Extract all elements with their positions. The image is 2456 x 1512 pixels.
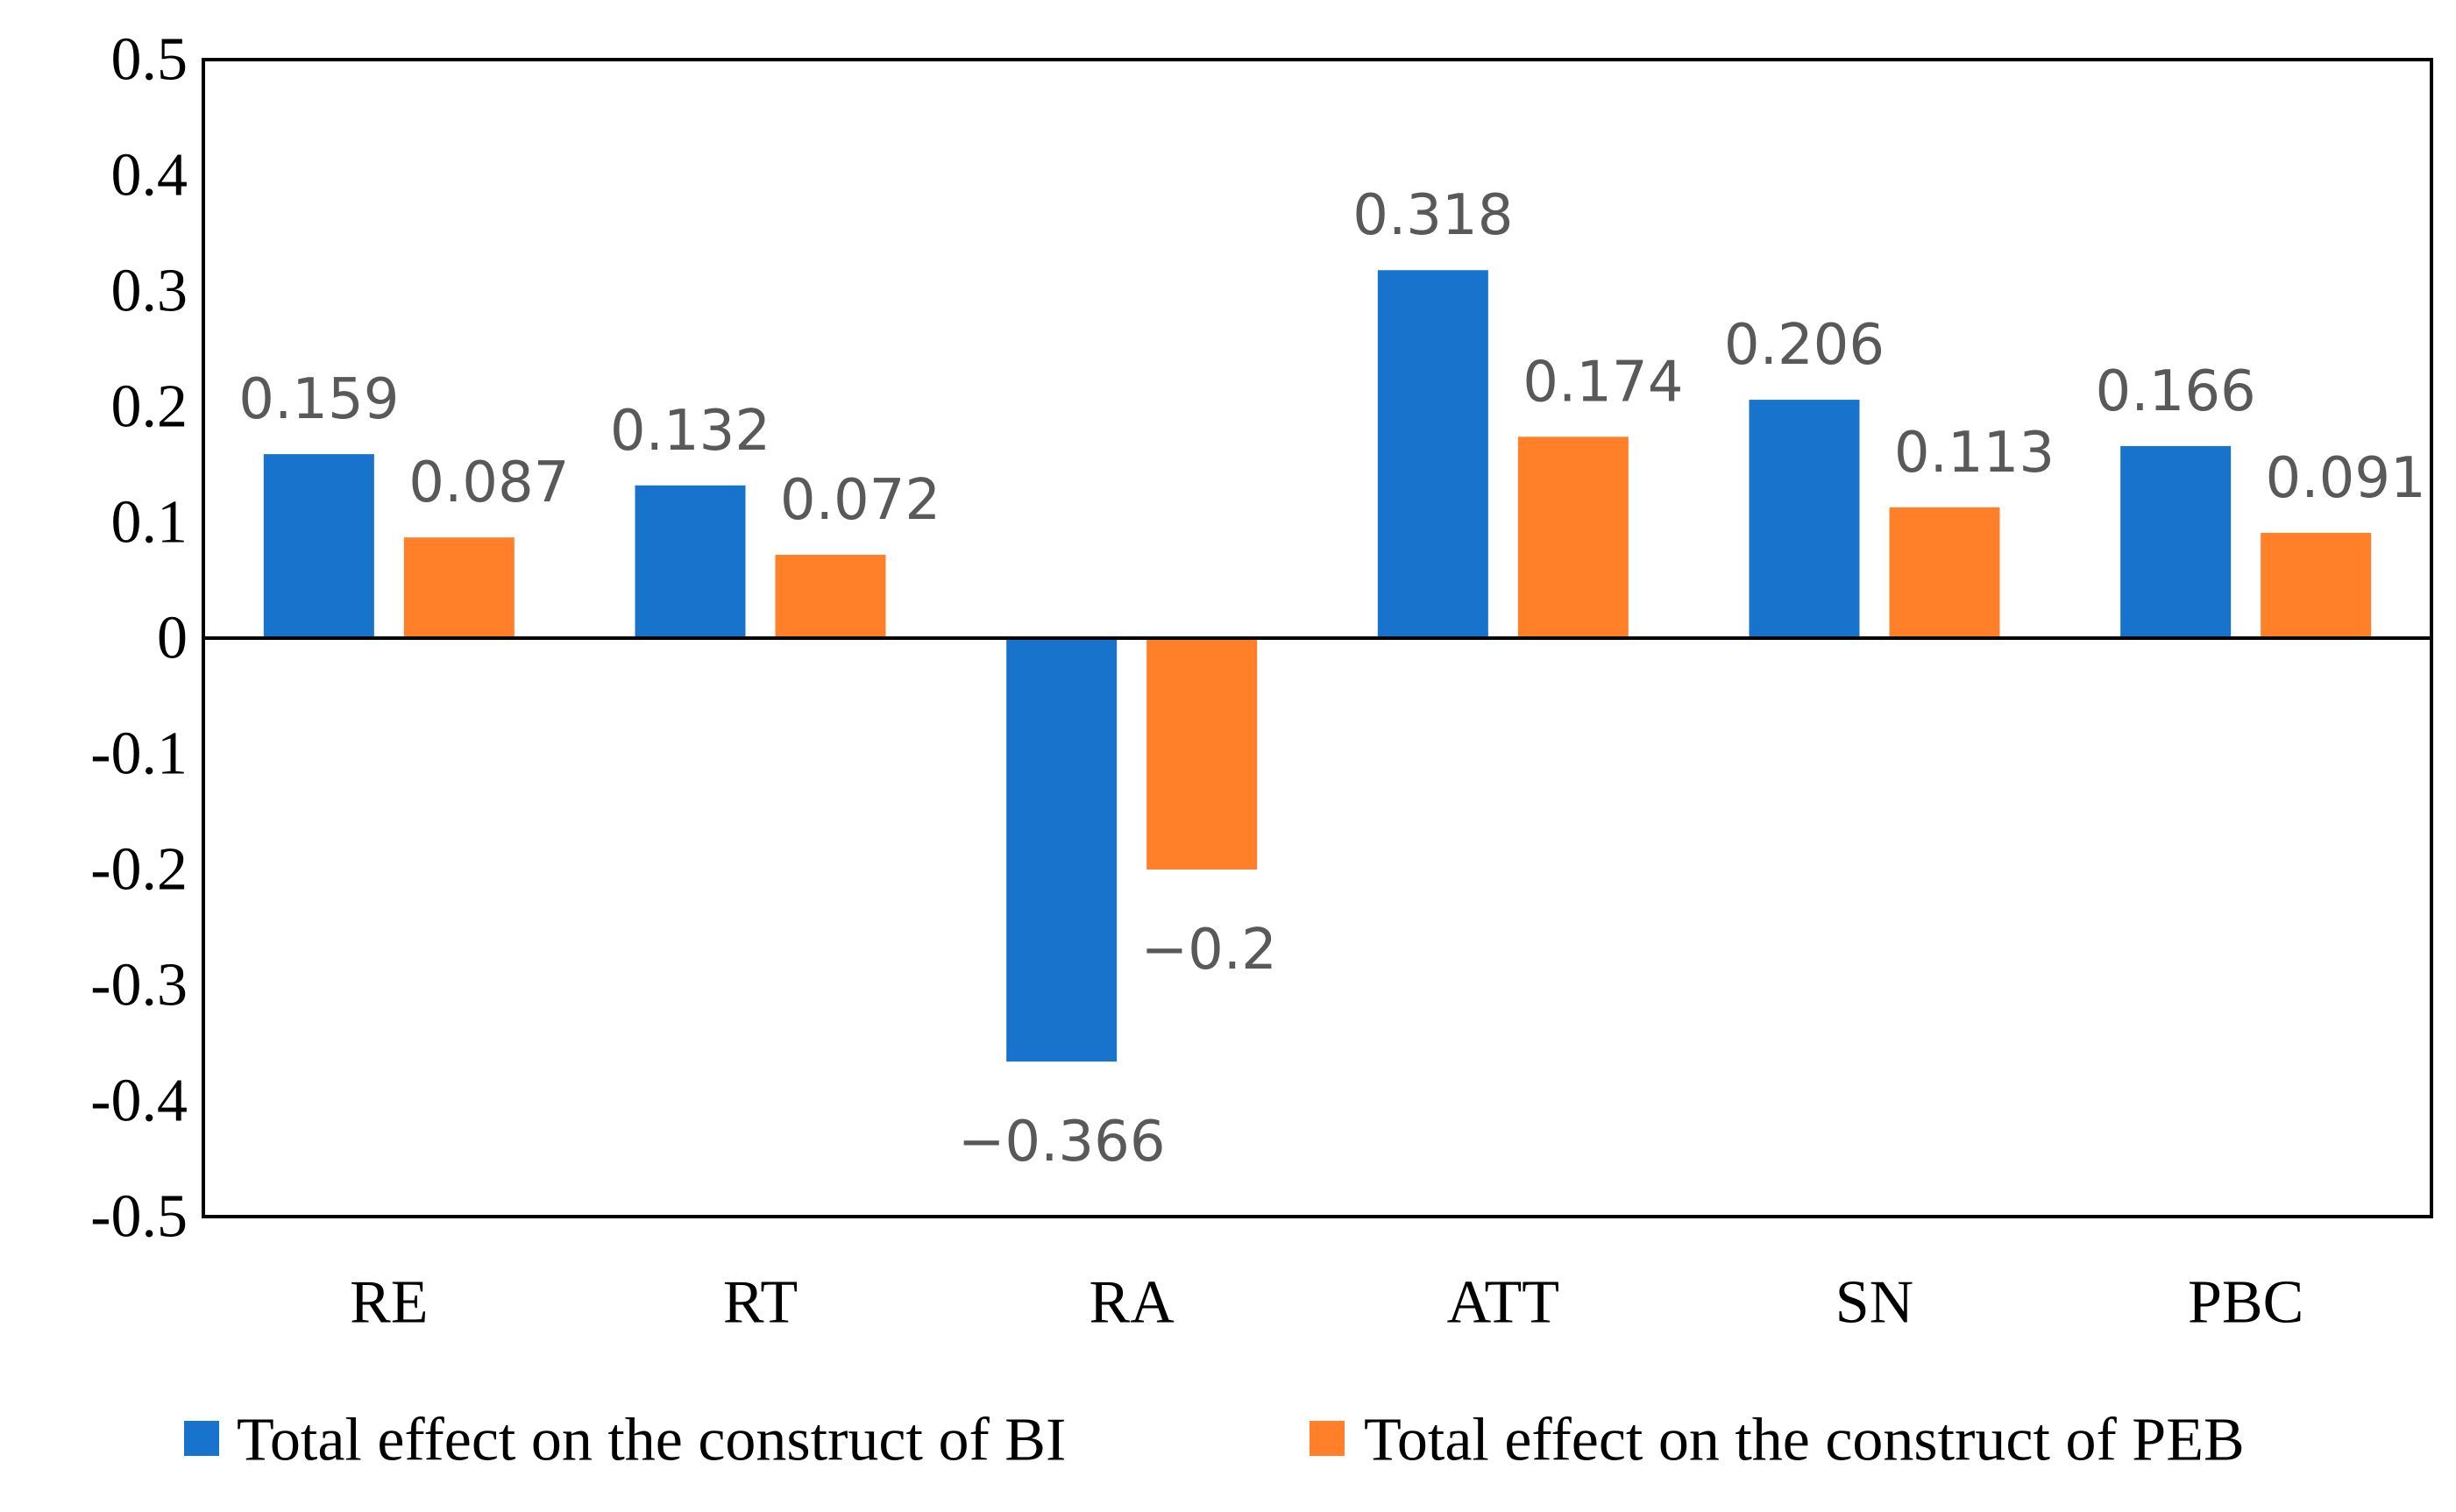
bar-bi-ra — [1006, 638, 1118, 1062]
bar-bi-sn — [1749, 400, 1860, 638]
bar-peb-att — [1517, 437, 1629, 638]
data-label: 0.087 — [408, 451, 569, 515]
y-tick-label: -0.1 — [90, 721, 188, 788]
bars-group — [263, 270, 2372, 1062]
data-label: 0.072 — [780, 468, 941, 533]
x-category-label: PBC — [2188, 1269, 2303, 1337]
bar-bi-pbc — [2120, 445, 2232, 638]
bar-peb-pbc — [2261, 532, 2372, 638]
bar-bi-rt — [635, 485, 746, 638]
legend-label-peb: Total effect on the construct of PEB — [1364, 1407, 2245, 1474]
data-label: 0.166 — [2096, 359, 2256, 424]
y-tick-label: -0.3 — [90, 952, 188, 1019]
data-label: −0.366 — [958, 1110, 1166, 1175]
x-category-label: RA — [1090, 1269, 1175, 1337]
y-tick-label: 0.5 — [111, 26, 188, 94]
data-label: 0.206 — [1724, 313, 1885, 378]
bar-peb-re — [403, 537, 515, 638]
x-category-label: ATT — [1447, 1269, 1559, 1337]
y-tick-label: 0.3 — [111, 258, 188, 325]
data-label: −0.2 — [1140, 918, 1276, 983]
legend-label-bi: Total effect on the construct of BI — [237, 1407, 1066, 1474]
y-tick-label: -0.2 — [90, 836, 188, 904]
x-category-label: RT — [723, 1269, 798, 1337]
y-tick-label: -0.5 — [90, 1183, 188, 1251]
data-label: 0.091 — [2266, 446, 2426, 511]
y-tick-label: 0.2 — [111, 373, 188, 441]
x-category-label: SN — [1835, 1269, 1913, 1337]
bar-peb-ra — [1146, 638, 1258, 870]
bar-peb-rt — [775, 554, 886, 638]
bar-bi-att — [1377, 270, 1488, 638]
data-label: 0.174 — [1523, 350, 1683, 415]
y-tick-label: 0 — [157, 605, 188, 672]
bar-peb-sn — [1889, 507, 2000, 638]
x-category-label: RE — [350, 1269, 428, 1337]
y-tick-label: 0.4 — [111, 142, 188, 209]
legend: Total effect on the construct of BI Total… — [184, 1407, 2245, 1474]
x-axis-category-labels: RE RT RA ATT SN PBC — [350, 1269, 2303, 1337]
data-label: 0.318 — [1352, 183, 1513, 248]
data-label: 0.113 — [1894, 421, 2055, 486]
y-axis-ticks: 0.5 0.4 0.3 0.2 0.1 0 -0.1 -0.2 -0.3 -0.4 -0.5 — [90, 26, 188, 1251]
legend-swatch-bi — [184, 1421, 219, 1456]
data-label: 0.159 — [238, 367, 399, 432]
bar-bi-re — [263, 454, 374, 638]
legend-swatch-peb — [1310, 1421, 1345, 1456]
data-label: 0.132 — [610, 399, 770, 464]
y-tick-label: -0.4 — [90, 1068, 188, 1135]
y-tick-label: 0.1 — [111, 489, 188, 557]
